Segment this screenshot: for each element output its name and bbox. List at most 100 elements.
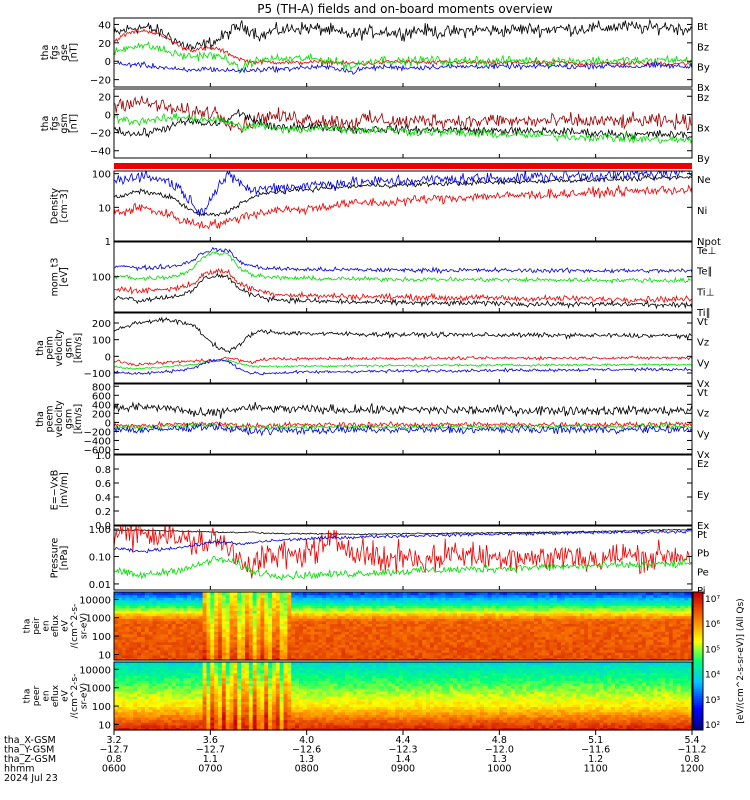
spectrogram-cell (514, 597, 520, 601)
spectrogram-cell (129, 610, 134, 614)
spectrogram-cell (125, 662, 131, 666)
spectrogram-cell (460, 652, 466, 656)
spectrogram-cell (260, 646, 265, 651)
spectrogram-cell (225, 618, 231, 622)
spectrogram-cell (507, 607, 512, 611)
spectrogram-cell (483, 615, 489, 619)
spectrogram-cell (117, 607, 123, 611)
spectrogram-cell (460, 623, 466, 627)
spectrogram-cell (634, 644, 639, 648)
spectrogram-cell (245, 649, 250, 653)
spectrogram-cell (638, 652, 643, 656)
spectrogram-cell (572, 646, 577, 651)
spectrogram-cell (341, 649, 346, 653)
spectrogram-cell (464, 641, 470, 645)
spectrogram-cell (221, 693, 227, 697)
spectrogram-cell (449, 649, 454, 653)
spectrogram-cell (248, 641, 254, 645)
spectrogram-cell (198, 677, 204, 681)
spectrogram-cell (387, 631, 393, 635)
spectrogram-cell (167, 696, 173, 700)
spectrogram-cell (191, 711, 196, 715)
spectrogram-cell (441, 628, 446, 632)
spectrogram-cell (345, 623, 350, 627)
spectrogram-cell (121, 672, 127, 676)
spectrogram-cell (480, 610, 485, 614)
spectrogram-cell (160, 592, 165, 596)
spectrogram-cell (580, 592, 585, 596)
spectrogram-cell (152, 724, 157, 728)
spectrogram-cell (522, 639, 527, 643)
spectrogram-cell (218, 714, 223, 718)
spectrogram-cell (534, 646, 539, 651)
spectrogram-cell (187, 716, 192, 721)
spectrogram-cell (202, 709, 208, 713)
spectrogram-cell (514, 646, 520, 651)
spectrogram-cell (426, 626, 431, 630)
spectrogram-cell (541, 649, 547, 653)
spectrogram-cell (476, 626, 481, 630)
spectrogram-cell (214, 610, 219, 614)
spectrogram-cell (268, 626, 273, 630)
spectrogram-cell (198, 605, 204, 609)
spectrogram-cell (391, 612, 396, 617)
spectrogram-cell (329, 649, 335, 653)
spectrogram-cell (117, 641, 123, 645)
spectrogram-cell (406, 599, 412, 604)
spectrogram-cell (630, 602, 635, 606)
spectrogram-cell (191, 727, 196, 731)
spectrogram-cell (352, 639, 358, 643)
spectrogram-cell (171, 693, 177, 697)
spectrogram-cell (649, 644, 655, 648)
spectrogram-cell (553, 631, 558, 635)
spectrogram-cell (422, 636, 427, 640)
spectrogram-cell (291, 594, 296, 598)
spectrogram-cell (310, 636, 315, 640)
spectrogram-cell (214, 646, 219, 651)
spectrogram-cell (661, 652, 666, 656)
spectrogram-cell (414, 652, 420, 656)
spectrogram-cell (491, 620, 497, 624)
spectrogram-cell (283, 607, 288, 611)
spectrogram-cell (329, 636, 335, 640)
spectrogram-cell (210, 711, 215, 715)
spectrogram-cell (295, 652, 300, 656)
spectrogram-cell (453, 633, 458, 638)
spectrogram-cell (117, 714, 123, 718)
spectrogram-cell (233, 623, 238, 627)
spectrogram-cell (445, 641, 450, 645)
spectrogram-cell (175, 602, 181, 606)
spectrogram-cell (391, 602, 396, 606)
spectrogram-cell (680, 607, 685, 611)
spectrogram-cell (622, 599, 628, 604)
spectrogram-cell (356, 633, 362, 638)
spectrogram-cell (626, 605, 631, 609)
spectrogram-cell (422, 633, 427, 638)
spectrogram-cell (534, 594, 539, 598)
spectrogram-cell (171, 639, 177, 643)
spectrogram-cell (399, 628, 404, 632)
spectrogram-cell (221, 724, 227, 728)
spectrogram-cell (314, 602, 319, 606)
spectrogram-cell (537, 649, 543, 653)
spectrogram-cell (318, 592, 323, 596)
spectrogram-cell (445, 633, 450, 638)
spectrogram-cell (298, 620, 304, 624)
spectrogram-cell (171, 612, 177, 617)
spectrogram-cell (318, 631, 323, 635)
spectrogram-cell (225, 727, 231, 731)
spectrogram-cell (318, 636, 323, 640)
spectrogram-cell (221, 618, 227, 622)
spectrogram-cell (541, 641, 547, 645)
spectrogram-cell (171, 719, 177, 723)
spectrogram-cell (268, 594, 273, 598)
spectrogram-cell (599, 657, 604, 661)
spectrogram-cell (167, 612, 173, 617)
spectrogram-cell (649, 605, 655, 609)
spectrogram-cell (179, 682, 184, 687)
spectrogram-cell (318, 639, 323, 643)
spectrogram-cell (534, 631, 539, 635)
spectrogram-cell (526, 644, 531, 648)
spectrogram-cell (256, 631, 262, 635)
spectrogram-cell (453, 649, 458, 653)
